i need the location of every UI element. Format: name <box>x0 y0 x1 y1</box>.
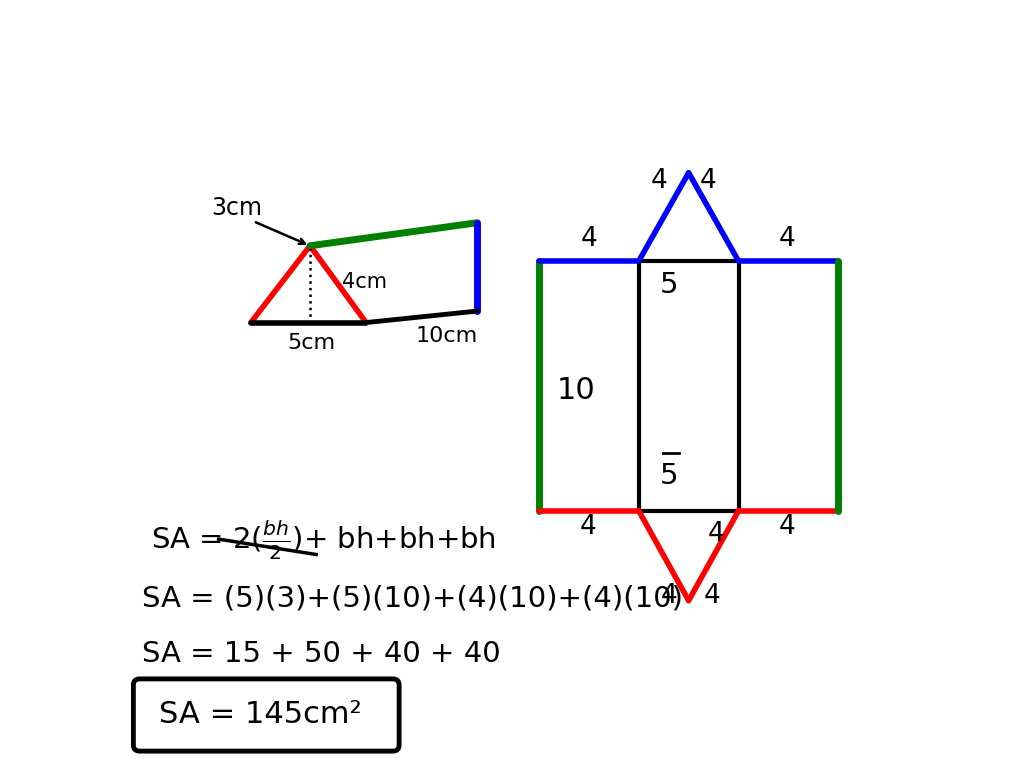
Text: 4cm: 4cm <box>342 272 386 292</box>
Text: 10cm: 10cm <box>416 326 478 346</box>
Text: SA = 145cm²: SA = 145cm² <box>159 700 361 730</box>
Text: SA = (5)(3)+(5)(10)+(4)(10)+(4)(10): SA = (5)(3)+(5)(10)+(4)(10)+(4)(10) <box>141 584 683 613</box>
Text: 4: 4 <box>705 583 721 609</box>
Text: SA = 15 + 50 + 40 + 40: SA = 15 + 50 + 40 + 40 <box>141 640 501 668</box>
Text: 4: 4 <box>708 521 725 548</box>
Text: 5: 5 <box>660 462 679 490</box>
Text: 4: 4 <box>660 583 677 609</box>
Text: 5: 5 <box>660 271 679 300</box>
Text: 4: 4 <box>582 226 598 252</box>
Text: SA = 2($\frac{bh}{2}$)+ bh+bh+bh: SA = 2($\frac{bh}{2}$)+ bh+bh+bh <box>152 519 496 562</box>
Text: 4: 4 <box>650 168 667 194</box>
Text: 4: 4 <box>700 168 717 194</box>
Text: 5cm: 5cm <box>288 333 336 353</box>
Text: 10: 10 <box>557 376 595 406</box>
Text: 4: 4 <box>778 514 796 540</box>
Text: 4: 4 <box>778 226 796 252</box>
Text: 3cm: 3cm <box>211 196 262 220</box>
Text: 4: 4 <box>580 514 596 540</box>
